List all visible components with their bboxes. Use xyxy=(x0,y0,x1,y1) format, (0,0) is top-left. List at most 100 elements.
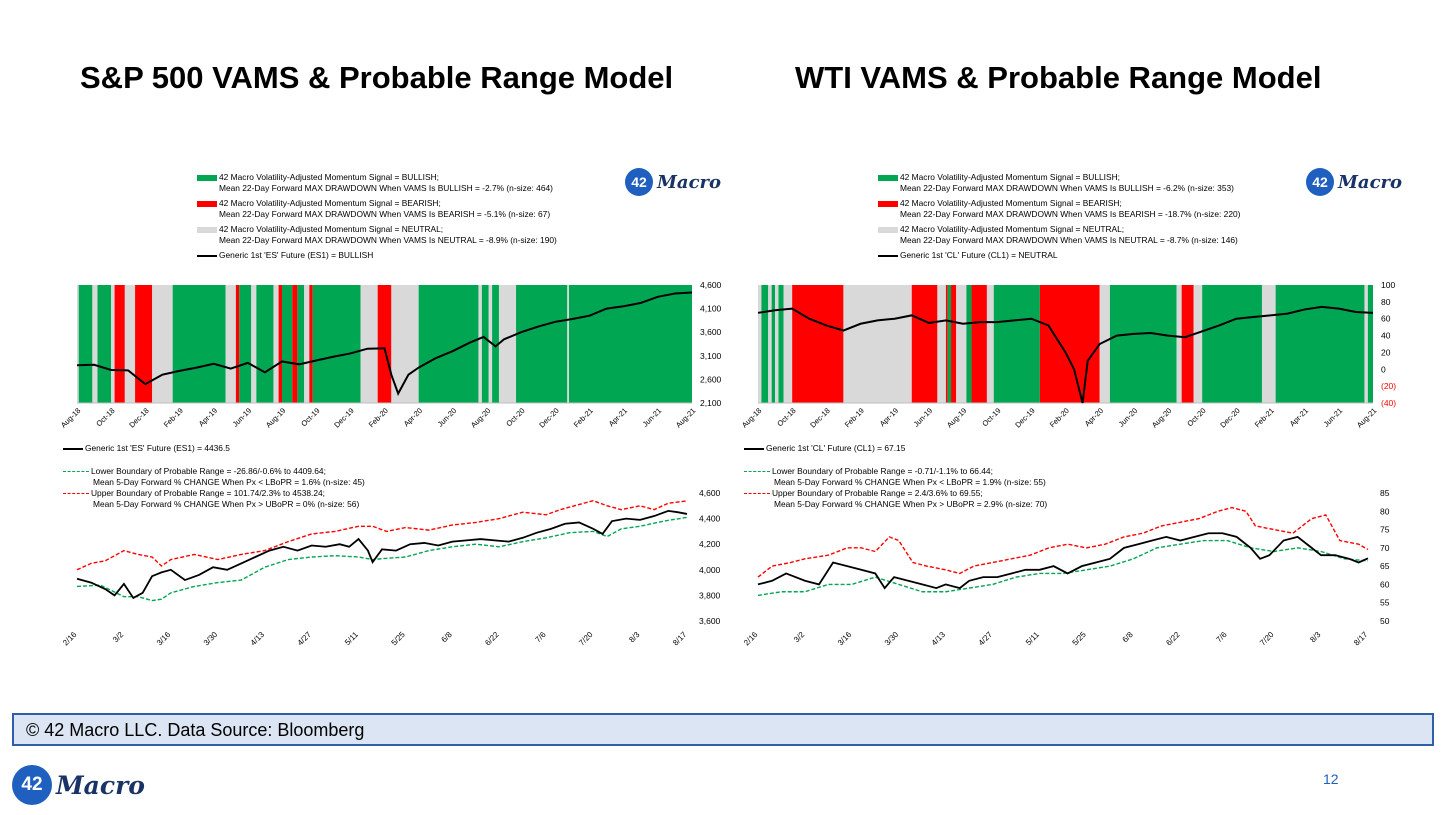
x-tick-label: Oct-19 xyxy=(980,406,1002,428)
legend-line: Mean 5-Day Forward % CHANGE When Px < LB… xyxy=(63,477,365,488)
legend-text: Lower Boundary of Probable Range = -26.8… xyxy=(91,466,326,476)
regime-band xyxy=(481,285,489,403)
y-tick-label: 55 xyxy=(1380,598,1390,608)
x-tick-label: 8/3 xyxy=(1308,630,1323,645)
regime-band xyxy=(111,285,115,403)
legend-item-upper: Upper Boundary of Probable Range = 2.4/3… xyxy=(744,488,1047,510)
x-tick-label: 4/27 xyxy=(977,630,995,648)
x-tick-label: Dec-20 xyxy=(537,406,560,429)
x-tick-label: 5/11 xyxy=(343,630,360,647)
legend-swatch-upper xyxy=(744,493,770,495)
legend-line: 42 Macro Volatility-Adjusted Momentum Si… xyxy=(197,198,557,209)
regime-band xyxy=(792,285,844,403)
regime-band xyxy=(251,285,257,403)
legend-text: Mean 5-Day Forward % CHANGE When Px > UB… xyxy=(774,499,1048,509)
x-tick-label: Apr-20 xyxy=(402,406,424,428)
price-line-bottom xyxy=(757,532,1369,590)
y-tick-label: 65 xyxy=(1380,561,1390,571)
y-tick-label: 4,200 xyxy=(699,539,721,549)
y-tick-label: 4,400 xyxy=(699,514,721,524)
x-tick-label: 6/22 xyxy=(1164,630,1182,648)
legend-item-bullish: 42 Macro Volatility-Adjusted Momentum Si… xyxy=(197,172,557,194)
x-tick-label: 3/2 xyxy=(792,630,807,645)
x-tick-label: Aug-20 xyxy=(469,406,492,429)
legend-line: Upper Boundary of Probable Range = 2.4/3… xyxy=(744,488,1047,499)
x-tick-label: Jun-19 xyxy=(231,406,254,429)
legend-text: Mean 22-Day Forward MAX DRAWDOWN When VA… xyxy=(900,183,1234,193)
logo-circle: 42 xyxy=(12,765,52,805)
regime-band xyxy=(951,285,957,403)
legend-swatch-price xyxy=(197,254,217,257)
regime-band xyxy=(478,285,482,403)
regime-band xyxy=(947,285,952,403)
legend-line: Mean 22-Day Forward MAX DRAWDOWN When VA… xyxy=(878,235,1240,246)
x-tick-label: Apr-21 xyxy=(607,406,629,428)
x-tick-label: 7/6 xyxy=(533,630,548,645)
regime-band xyxy=(309,285,313,403)
x-tick-label: 5/25 xyxy=(1070,630,1088,648)
regime-band xyxy=(1261,285,1276,403)
x-tick-label: 2/16 xyxy=(742,630,760,648)
legend-item-bearish: 42 Macro Volatility-Adjusted Momentum Si… xyxy=(197,198,557,220)
regime-band xyxy=(783,285,793,403)
legend-text: 42 Macro Volatility-Adjusted Momentum Si… xyxy=(900,172,1120,182)
logo-wordmark: Macro xyxy=(657,171,722,193)
regime-band xyxy=(488,285,493,403)
y-tick-label: 3,600 xyxy=(700,327,722,337)
legend-item-lower: Lower Boundary of Probable Range = -0.71… xyxy=(744,466,1047,488)
regime-band xyxy=(937,285,946,403)
legend-text: Generic 1st 'ES' Future (ES1) = 4436.5 xyxy=(85,443,230,453)
legend-top: 42 Macro Volatility-Adjusted Momentum Si… xyxy=(878,172,1240,261)
chart-svg: 100 80 60 40 20 0 (20) (40) Aug-18 Oct-18 Dec-18 Fe… xyxy=(740,280,1396,648)
x-tick-label: 7/6 xyxy=(1214,630,1229,645)
legend-text: Lower Boundary of Probable Range = -0.71… xyxy=(772,466,993,476)
chart-svg: 4,600 4,100 3,600 3,100 2,600 2,100 Aug-18 Oct-… xyxy=(59,280,722,647)
legend-text: Mean 22-Day Forward MAX DRAWDOWN When VA… xyxy=(219,183,553,193)
legend-line: Mean 22-Day Forward MAX DRAWDOWN When VA… xyxy=(878,209,1240,220)
regime-band xyxy=(1193,285,1203,403)
regime-band xyxy=(304,285,310,403)
x-tick-label: Aug-21 xyxy=(1355,406,1378,429)
regime-band xyxy=(239,285,252,403)
legend-item-bullish: 42 Macro Volatility-Adjusted Momentum Si… xyxy=(878,172,1240,194)
legend-swatch-lower xyxy=(63,471,89,473)
page-number: 12 xyxy=(1323,771,1339,787)
regime-band xyxy=(768,285,772,403)
legend-line: 42 Macro Volatility-Adjusted Momentum Si… xyxy=(197,172,557,183)
regime-band xyxy=(778,285,784,403)
x-tick-label: 6/8 xyxy=(1121,630,1136,645)
legend-text: 42 Macro Volatility-Adjusted Momentum Si… xyxy=(900,224,1125,234)
x-tick-label: Feb-20 xyxy=(1048,406,1071,429)
y-tick-label: 40 xyxy=(1381,331,1391,341)
legend-line: Upper Boundary of Probable Range = 101.7… xyxy=(63,488,365,499)
regime-band xyxy=(567,285,569,403)
regime-band xyxy=(966,285,972,403)
x-tick-label: Jun-19 xyxy=(912,406,935,429)
regime-band xyxy=(516,285,568,403)
logo-wordmark: Macro xyxy=(56,770,145,800)
y-tick-label: (20) xyxy=(1381,381,1396,391)
legend-line: 42 Macro Volatility-Adjusted Momentum Si… xyxy=(878,198,1240,209)
y-tick-label: (40) xyxy=(1381,398,1396,408)
x-tick-label: 7/20 xyxy=(1258,630,1276,648)
brand-logo-small: 42 Macro xyxy=(625,168,721,196)
regime-band xyxy=(843,285,912,403)
y-tick-label: 50 xyxy=(1380,616,1390,626)
y-tick-label: 80 xyxy=(1380,506,1390,516)
legend-line: Mean 22-Day Forward MAX DRAWDOWN When VA… xyxy=(197,235,557,246)
x-tick-label: Apr-21 xyxy=(1288,406,1310,428)
regime-band xyxy=(152,285,173,403)
legend-line: Mean 5-Day Forward % CHANGE When Px > UB… xyxy=(744,499,1047,510)
legend-text: 42 Macro Volatility-Adjusted Momentum Si… xyxy=(900,198,1122,208)
regime-band xyxy=(418,285,479,403)
y-tick-label: 4,600 xyxy=(699,488,721,498)
regime-band xyxy=(1275,285,1365,403)
regime-band xyxy=(1367,285,1373,403)
regime-band xyxy=(282,285,293,403)
regime-band xyxy=(135,285,153,403)
x-tick-label: Aug-19 xyxy=(264,406,287,429)
regime-band xyxy=(172,285,226,403)
regime-band xyxy=(292,285,298,403)
x-tick-label: 3/30 xyxy=(883,630,901,648)
legend-line: 42 Macro Volatility-Adjusted Momentum Si… xyxy=(878,172,1240,183)
